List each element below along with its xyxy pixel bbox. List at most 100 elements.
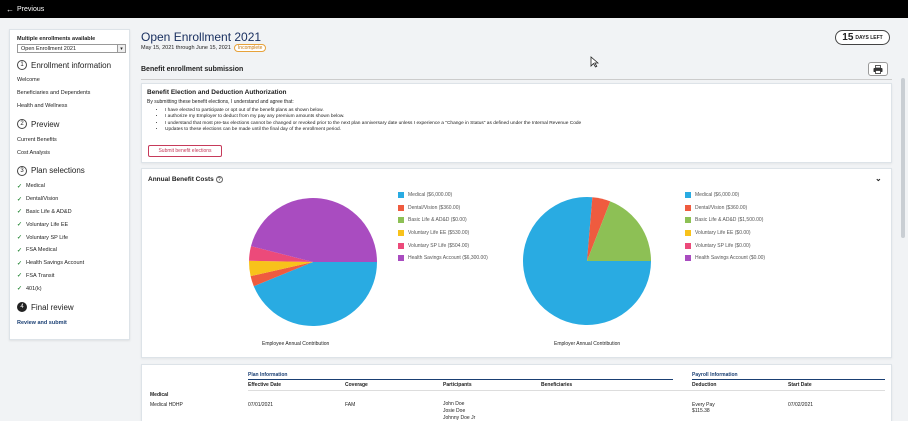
authorization-list: I have elected to participate or opt out… xyxy=(147,108,886,133)
row-category: Medical xyxy=(150,392,169,398)
legend-swatch xyxy=(398,217,404,224)
plan-details-card: Plan Information Payroll Information Eff… xyxy=(141,364,892,421)
row-deduction-amount: $115.38 xyxy=(692,408,710,414)
legend-entry-dental: Dental/Vision ($360.00) xyxy=(398,202,488,215)
days-left-label: DAYS LEFT xyxy=(855,34,883,41)
section-final-review: 4 Final review xyxy=(17,302,122,313)
check-icon: ✓ xyxy=(17,222,23,229)
section-title: Enrollment information xyxy=(31,60,112,70)
sidebar-item-current-benefits[interactable]: Current Benefits xyxy=(17,136,57,143)
multiple-enrollments-title: Multiple enrollments available xyxy=(17,36,96,42)
employer-pie-chart xyxy=(523,197,651,325)
legend-entry-vol_life: Voluntary Life EE ($0.00) xyxy=(685,227,765,240)
sidebar-item-cost-analysis[interactable]: Cost Analysis xyxy=(17,149,51,156)
sidebar-item-welcome[interactable]: Welcome xyxy=(17,77,40,84)
enrollment-select-value: Open Enrollment 2021 xyxy=(21,45,77,52)
authorization-title: Benefit Election and Deduction Authoriza… xyxy=(147,89,287,96)
pie-slice-dental[interactable] xyxy=(587,197,611,261)
legend-entry-medical: Medical ($6,000.00) xyxy=(398,189,488,202)
legend-label: Voluntary SP Life ($504.00) xyxy=(408,242,470,249)
legend-label: Dental/Vision ($360.00) xyxy=(695,204,748,211)
sidebar-item-voluntary-life-ee[interactable]: ✓ Voluntary Life EE xyxy=(17,221,69,229)
costs-title-text: Annual Benefit Costs xyxy=(148,176,214,183)
legend-label: Basic Life & AD&D ($1,500.00) xyxy=(695,217,764,224)
check-icon: ✓ xyxy=(17,235,23,242)
plan-information-heading: Plan Information xyxy=(248,372,288,378)
divider xyxy=(141,79,892,80)
list-item: I have elected to participate or opt out… xyxy=(165,108,886,114)
legend-swatch xyxy=(398,230,404,237)
legend-label: Voluntary SP Life ($0.00) xyxy=(695,242,751,249)
sidebar-item-review-submit[interactable]: Review and submit xyxy=(17,319,67,326)
legend-entry-life: Basic Life & AD&D ($1,500.00) xyxy=(685,214,765,227)
scrollbar-thumb[interactable] xyxy=(901,78,905,238)
employee-pie-chart xyxy=(249,198,377,326)
arrow-left-icon: ← xyxy=(6,4,14,14)
chevron-down-icon: ▾ xyxy=(117,45,125,52)
pie-slice-dental[interactable] xyxy=(250,262,313,287)
row-start-date: 07/02/2021 xyxy=(788,402,814,408)
check-icon: ✓ xyxy=(17,183,23,190)
row-participant: John Doe xyxy=(443,401,465,407)
date-range: May 15, 2021 through June 15, 2021 xyxy=(141,45,231,51)
sidebar-item-dental-vision[interactable]: ✓ Dental/Vision xyxy=(17,196,59,203)
legend-label: Voluntary Life EE ($0.00) xyxy=(695,230,751,237)
help-icon[interactable]: ? xyxy=(215,176,223,183)
sidebar-item-hsa[interactable]: ✓ Health Savings Account xyxy=(17,260,85,267)
submit-benefit-elections-button[interactable]: Submit benefit elections xyxy=(148,145,222,157)
list-item: Updates to these elections can be made u… xyxy=(165,127,886,133)
payroll-information-heading: Payroll Information xyxy=(692,372,738,378)
legend-entry-medical: Medical ($6,000.00) xyxy=(685,189,765,202)
print-button[interactable] xyxy=(868,62,888,76)
sidebar-item-fsa-transit[interactable]: ✓ FSA Transit xyxy=(17,272,55,280)
sidebar-item-medical[interactable]: ✓ Medical xyxy=(17,183,45,190)
chevron-down-icon[interactable]: ⌄ xyxy=(875,174,882,183)
legend-label: Health Savings Account ($0.00) xyxy=(695,255,766,262)
row-participant: Josie Doe xyxy=(443,408,466,414)
divider xyxy=(692,379,885,380)
legend-entry-hsa: Health Savings Account ($6,300.00) xyxy=(398,252,488,265)
employer-legend: Medical ($6,000.00) Dental/Vision ($360.0… xyxy=(685,189,765,265)
column-header-beneficiaries: Beneficiaries xyxy=(541,382,573,388)
enrollment-select[interactable]: Open Enrollment 2021 ▾ xyxy=(17,44,126,53)
column-header-participants: Participants xyxy=(443,382,472,388)
legend-label: Medical ($6,000.00) xyxy=(408,192,453,199)
legend-swatch xyxy=(685,230,691,237)
mouse-cursor-icon xyxy=(590,56,599,68)
sidebar-item-fsa-medical[interactable]: ✓ FSA Medical xyxy=(17,247,57,254)
page-title: Open Enrollment 2021 xyxy=(141,30,262,44)
costs-title: Annual Benefit Costs ? xyxy=(148,176,223,183)
pie-slice-hsa[interactable] xyxy=(251,198,377,262)
column-header-start-date: Start Date xyxy=(788,382,812,388)
sidebar-item-401k[interactable]: ✓ 401(k) xyxy=(17,285,42,293)
legend-swatch xyxy=(398,204,404,211)
divider xyxy=(248,390,885,391)
column-header-coverage: Coverage xyxy=(345,382,368,388)
sidebar-item-beneficiaries[interactable]: Beneficiaries and Dependents xyxy=(17,90,91,97)
pie-slice-vol_life[interactable] xyxy=(249,260,313,277)
row-effective-date: 07/01/2021 xyxy=(248,402,274,408)
check-icon: ✓ xyxy=(17,273,23,280)
authorization-card: Benefit Election and Deduction Authoriza… xyxy=(141,83,892,163)
row-participant: Johnny Doe Jr xyxy=(443,415,476,421)
previous-link[interactable]: ← Previous xyxy=(0,0,908,18)
employer-pie-title: Employer Annual Contribution xyxy=(554,341,621,347)
pie-slice-life[interactable] xyxy=(587,201,651,261)
pie-slice-medical[interactable] xyxy=(523,197,651,325)
pie-slice-medical[interactable] xyxy=(253,262,377,326)
row-coverage: FAM xyxy=(345,402,356,408)
step-number: 1 xyxy=(17,60,27,70)
step-number: 4 xyxy=(17,302,27,313)
pie-slice-sp_life[interactable] xyxy=(249,246,313,262)
sidebar-item-voluntary-sp-life[interactable]: ✓ Voluntary SP Life xyxy=(17,234,69,242)
days-left-badge: 15 DAYS LEFT xyxy=(835,30,890,45)
submission-heading: Benefit enrollment submission xyxy=(141,66,244,73)
printer-icon xyxy=(873,64,883,74)
check-icon: ✓ xyxy=(17,247,23,254)
status-badge: Incomplete xyxy=(233,44,267,52)
sidebar-item-basic-life[interactable]: ✓ Basic Life & AD&D xyxy=(17,208,72,216)
column-header-effective-date: Effective Date xyxy=(248,382,282,388)
section-title: Final review xyxy=(31,302,74,312)
sidebar-item-health-wellness[interactable]: Health and Wellness xyxy=(17,102,68,109)
check-icon: ✓ xyxy=(17,196,23,203)
